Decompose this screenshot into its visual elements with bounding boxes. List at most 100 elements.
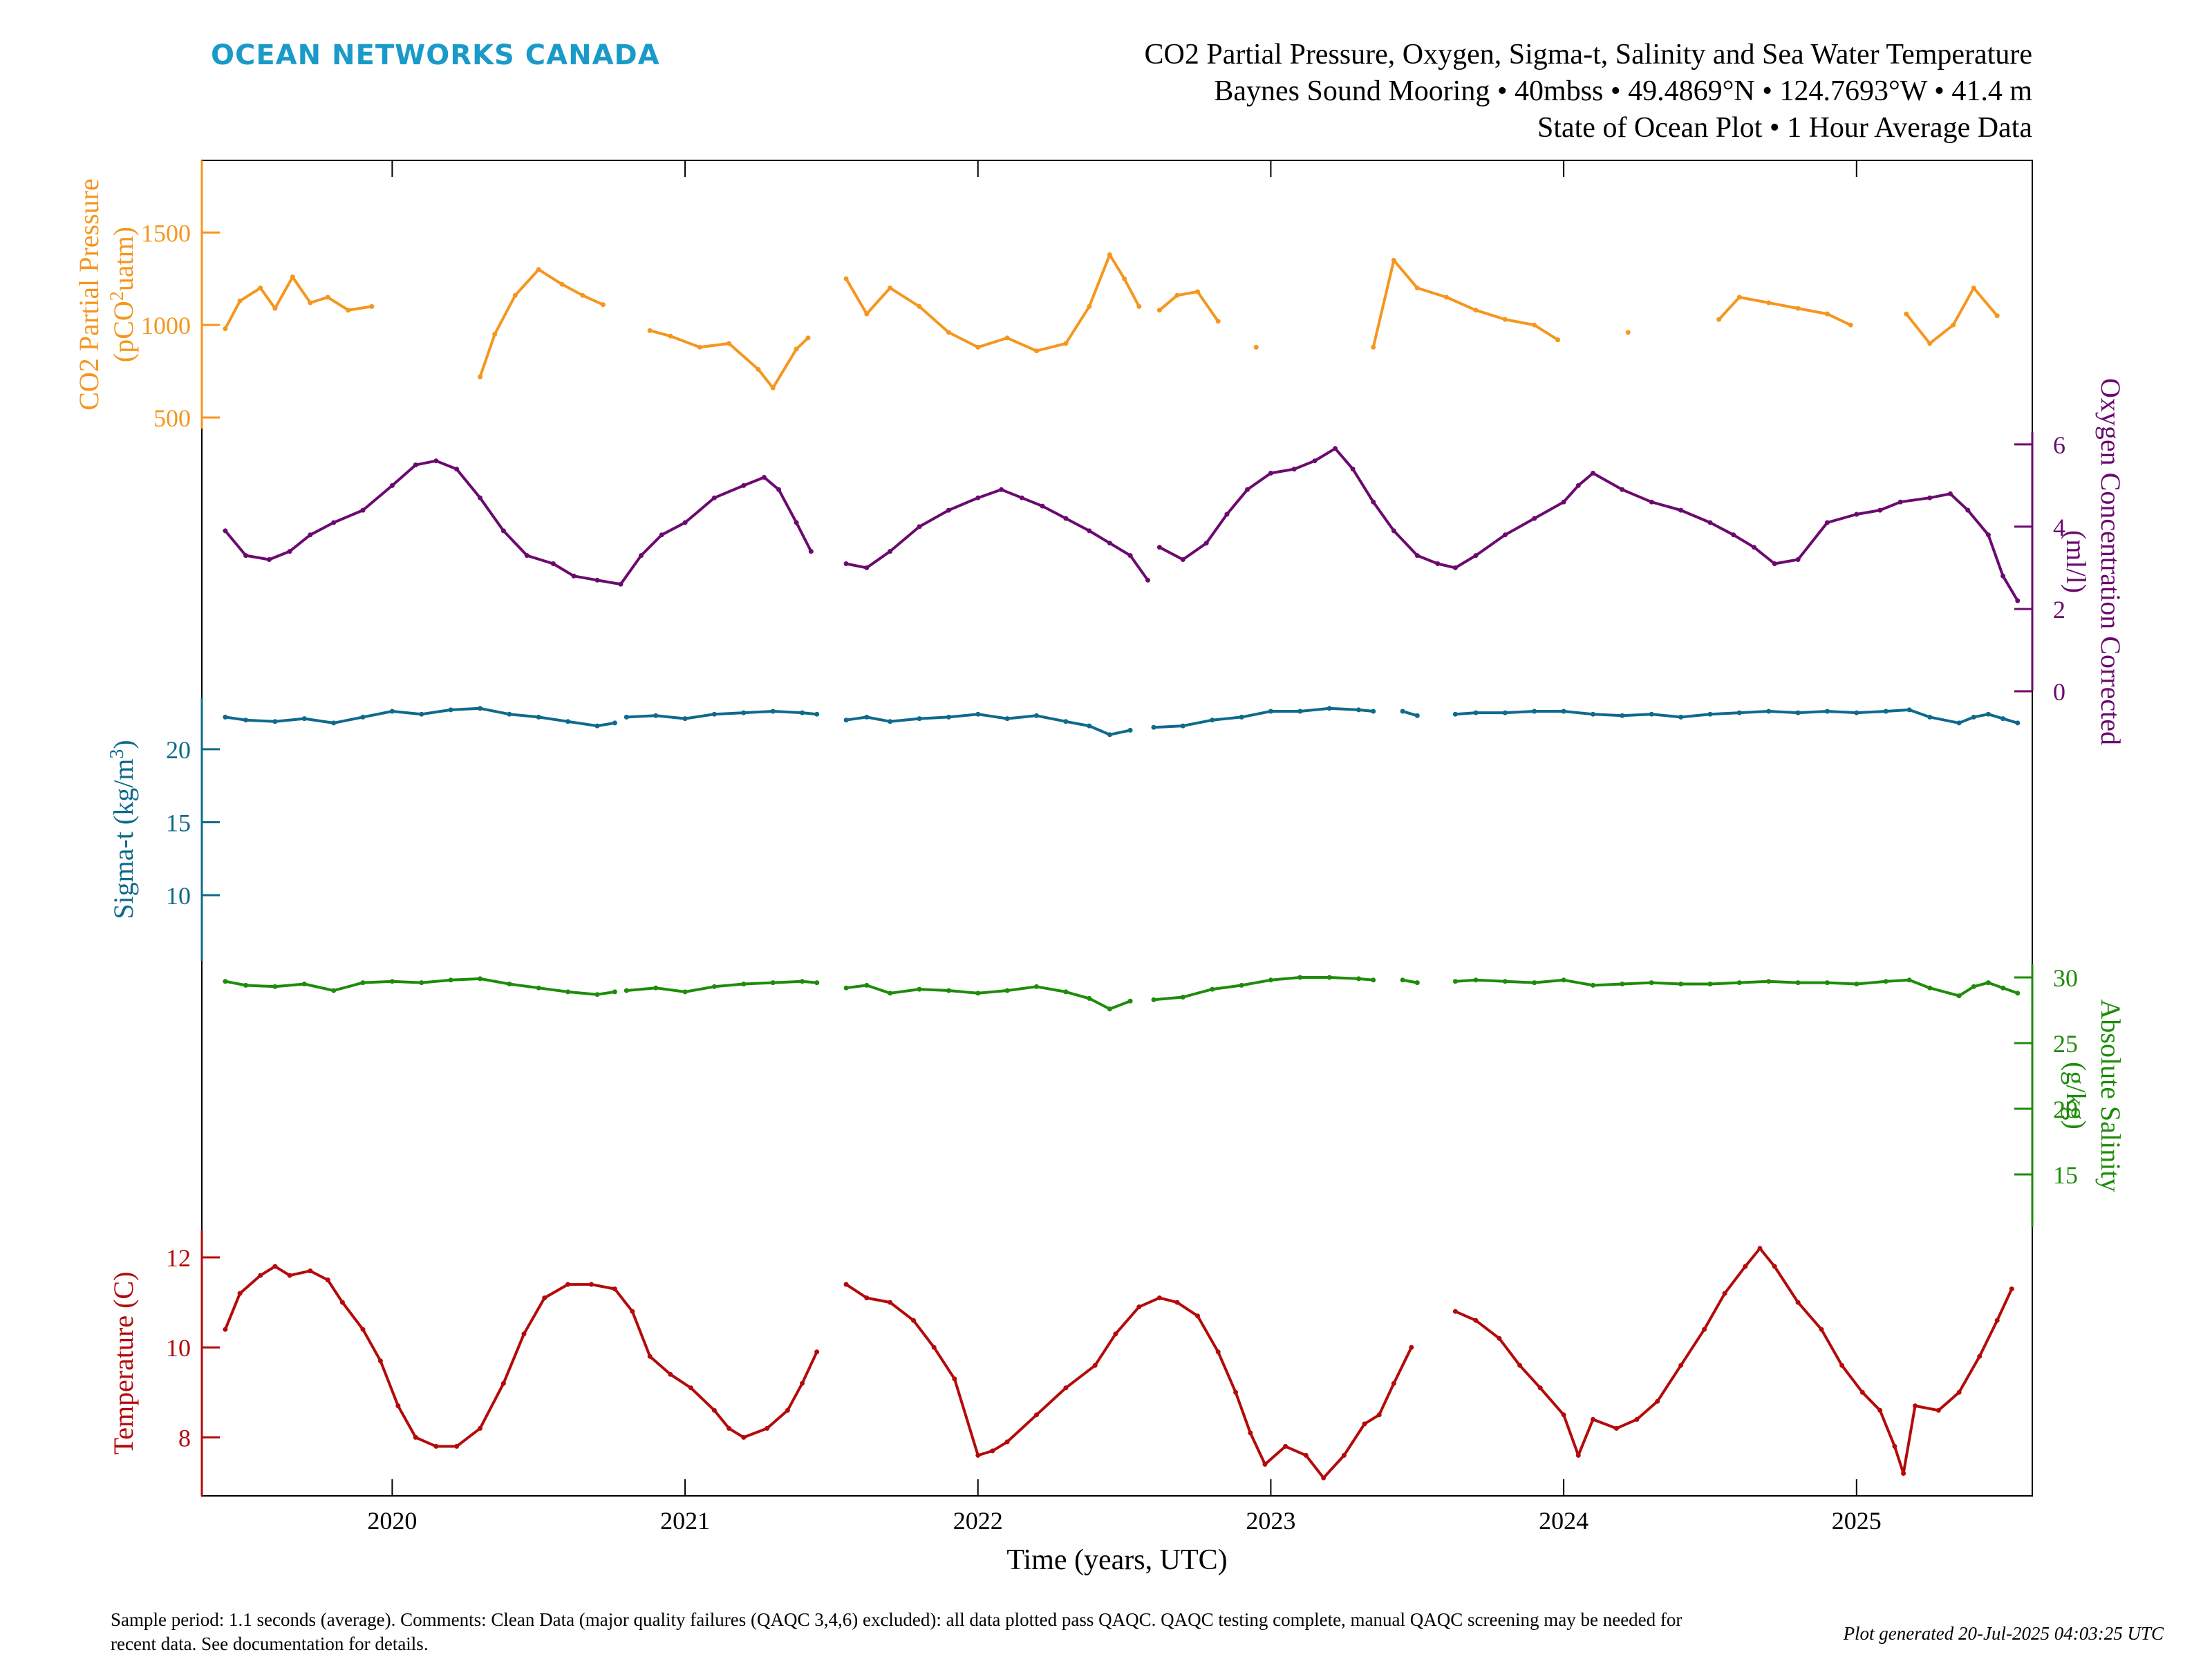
sigma-t-data-point (1127, 727, 1133, 733)
temperature-data-point (1702, 1327, 1707, 1332)
absolute-salinity-data-point (682, 989, 688, 995)
temperature-axis-label: Temperature (C) (108, 1272, 139, 1455)
absolute-salinity-data-point (1766, 979, 1772, 984)
temperature-data-point (1376, 1412, 1382, 1418)
co2-partial-pressure-data-point (1716, 317, 1722, 322)
temperature-tick-label: 12 (166, 1244, 191, 1272)
temperature-data-point (741, 1434, 747, 1440)
co2-partial-pressure-data-point (756, 366, 761, 372)
co2-partial-pressure-data-point (1904, 311, 1909, 317)
temperature-data-point (1113, 1331, 1118, 1337)
x-tick-label: 2020 (367, 1507, 417, 1535)
absolute-salinity-data-point (1736, 980, 1742, 986)
absolute-salinity-data-point (1502, 979, 1508, 984)
absolute-salinity-data-point (1063, 989, 1069, 995)
absolute-salinity-data-point (1034, 984, 1039, 989)
temperature-data-point (1678, 1362, 1684, 1368)
sigma-t-data-point (507, 711, 512, 717)
temperature-data-point (325, 1277, 330, 1283)
oxygen-concentration-corrected-axis-unit: (ml/l) (2061, 530, 2092, 593)
oxygen-concentration-corrected-data-point (266, 557, 272, 562)
absolute-salinity-series-line (225, 976, 2018, 1011)
oxygen-concentration-corrected-data-point (243, 553, 249, 559)
sigma-t-data-point (814, 711, 820, 717)
co2-partial-pressure-series-line (224, 253, 1998, 390)
co2-partial-pressure-data-point (1414, 285, 1420, 291)
oxygen-concentration-corrected-data-point (776, 487, 782, 492)
sigma-t-data-point (800, 710, 805, 715)
temperature-data-point (1859, 1389, 1865, 1395)
temperature-data-point (500, 1380, 506, 1386)
temperature-data-point (1195, 1313, 1200, 1319)
temperature-data-point (413, 1434, 418, 1440)
oxygen-concentration-corrected-data-point (888, 549, 893, 554)
sigma-t-axis-label: Sigma-t (kg/m3) (106, 740, 139, 919)
co2-partial-pressure-data-point (1087, 303, 1092, 309)
co2-partial-pressure-data-point (1371, 344, 1376, 350)
sigma-t-data-point (1087, 723, 1092, 729)
sigma-t-data-point (594, 723, 600, 729)
absolute-salinity-data-point (1268, 977, 1273, 983)
oxygen-concentration-corrected-data-point (287, 549, 292, 554)
co2-partial-pressure-data-point (1532, 322, 1537, 328)
temperature-data-point (1901, 1471, 1906, 1476)
sigma-t-data-point (917, 716, 922, 722)
oxygen-concentration-corrected-data-point (594, 577, 600, 583)
co2-partial-pressure-data-point (917, 303, 922, 309)
absolute-salinity-panel: 15 20 25 30 Absolute Salinity(g/kg) (223, 964, 2126, 1227)
absolute-salinity-data-point (1473, 977, 1479, 983)
co2-partial-pressure-data-point (492, 332, 498, 337)
sigma-t-data-point (1927, 714, 1933, 720)
x-axis-label: Time (years, UTC) (1006, 1544, 1227, 1576)
absolute-salinity-data-point (1087, 995, 1092, 1001)
absolute-salinity-data-point (1795, 980, 1801, 986)
oxygen-concentration-corrected-data-point (550, 561, 556, 566)
co2-partial-pressure-data-point (975, 344, 981, 350)
temperature-data-point (1004, 1439, 1010, 1445)
co2-partial-pressure-data-point (794, 346, 799, 352)
co2-partial-pressure-data-point (290, 274, 295, 280)
absolute-salinity-data-point (1620, 982, 1625, 986)
absolute-salinity-data-point (1927, 985, 1933, 991)
co2-partial-pressure-data-point (1034, 348, 1039, 354)
sigma-t-data-point (1707, 711, 1713, 717)
temperature-data-point (1956, 1389, 1962, 1395)
oxygen-concentration-corrected-data-point (454, 467, 460, 472)
sigma-t-data-point (1327, 706, 1332, 711)
absolute-salinity-tick-label: 25 (2053, 1030, 2078, 1058)
sigma-t-data-point (1736, 710, 1742, 715)
co2-partial-pressure-data-point (1555, 337, 1561, 343)
temperature-data-point (1772, 1264, 1777, 1269)
absolute-salinity-data-point (1180, 995, 1185, 1000)
temperature-data-point (1092, 1362, 1098, 1368)
temperature-data-point (1341, 1452, 1347, 1458)
co2-partial-pressure-data-point (697, 344, 702, 350)
oxygen-concentration-corrected-data-point (1965, 507, 1971, 513)
temperature-data-point (1819, 1327, 1824, 1332)
temperature-data-point (1303, 1452, 1309, 1458)
oxygen-concentration-corrected-data-point (1947, 491, 1953, 496)
absolute-salinity-data-point (1956, 993, 1962, 999)
absolute-salinity-data-point (1883, 979, 1888, 984)
temperature-data-point (521, 1331, 527, 1337)
temperature-data-point (1473, 1318, 1479, 1323)
co2-partial-pressure-data-point (308, 300, 313, 306)
co2-partial-pressure-data-point (559, 281, 565, 287)
absolute-salinity-data-point (243, 982, 249, 988)
co2-partial-pressure-data-point (258, 285, 263, 291)
absolute-salinity-data-point (1591, 982, 1595, 988)
temperature-data-point (1722, 1291, 1727, 1296)
absolute-salinity-data-point (1906, 977, 1912, 983)
temperature-tick-label: 10 (166, 1334, 191, 1362)
oxygen-concentration-corrected-tick-label: 0 (2053, 678, 2065, 706)
co2-partial-pressure-data-point (1122, 276, 1127, 281)
temperature-data-point (237, 1291, 243, 1296)
oxygen-concentration-corrected-tick-label: 2 (2053, 596, 2065, 624)
sigma-t-data-point (1239, 714, 1244, 720)
temperature-data-point (1839, 1362, 1845, 1368)
absolute-salinity-data-point (624, 988, 629, 993)
oxygen-concentration-corrected-data-point (1087, 528, 1092, 534)
temperature-data-point (1743, 1264, 1748, 1269)
sigma-t-data-point (1034, 713, 1039, 718)
temperature-data-point (1452, 1309, 1458, 1314)
